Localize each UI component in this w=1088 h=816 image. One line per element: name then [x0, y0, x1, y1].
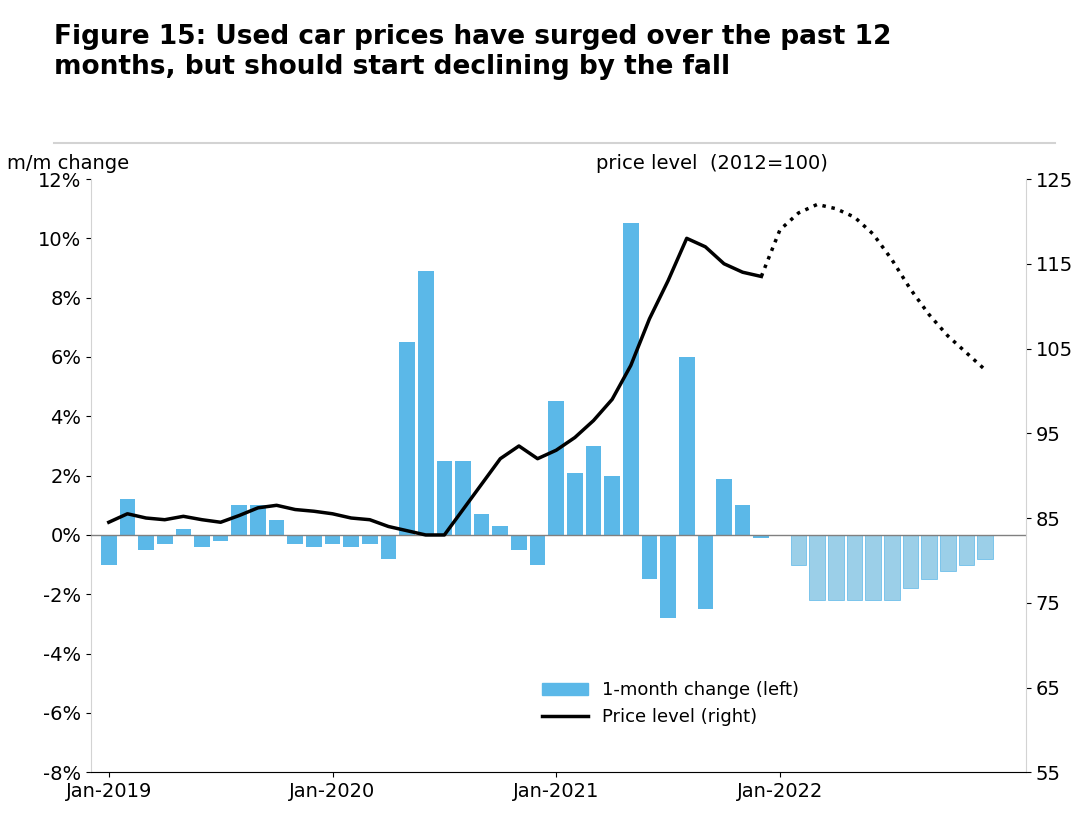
Bar	[175, 529, 191, 535]
Bar	[660, 535, 676, 618]
Bar	[809, 535, 825, 601]
Bar	[493, 526, 508, 535]
Bar	[828, 535, 843, 601]
Bar	[120, 499, 135, 535]
Bar	[399, 342, 415, 535]
Bar	[791, 535, 806, 565]
Bar	[865, 535, 881, 601]
Bar	[679, 357, 694, 535]
Bar	[473, 514, 490, 535]
Text: Figure 15: Used car prices have surged over the past 12
months, but should start: Figure 15: Used car prices have surged o…	[54, 24, 892, 81]
Bar	[883, 535, 900, 601]
Bar	[511, 535, 527, 550]
Bar	[903, 535, 918, 588]
Bar	[455, 461, 471, 535]
Bar	[548, 401, 564, 535]
Bar	[362, 535, 378, 544]
Text: m/m change: m/m change	[7, 154, 128, 173]
Bar	[623, 224, 639, 535]
Bar	[697, 535, 714, 609]
Bar	[734, 505, 751, 535]
Bar	[287, 535, 304, 544]
Text: price level  (2012=100): price level (2012=100)	[596, 154, 828, 173]
Bar	[418, 271, 433, 535]
Bar	[959, 535, 974, 565]
Bar	[324, 535, 341, 544]
Bar	[157, 535, 173, 544]
Bar	[232, 505, 247, 535]
Bar	[436, 461, 453, 535]
Bar	[381, 535, 396, 559]
Bar	[101, 535, 116, 565]
Bar	[567, 472, 583, 535]
Bar	[604, 476, 620, 535]
Bar	[585, 446, 602, 535]
Bar	[846, 535, 863, 601]
Bar	[716, 479, 732, 535]
Bar	[250, 505, 265, 535]
Legend: 1-month change (left), Price level (right): 1-month change (left), Price level (righ…	[535, 674, 806, 734]
Bar	[344, 535, 359, 547]
Bar	[922, 535, 937, 579]
Bar	[194, 535, 210, 547]
Bar	[269, 520, 284, 535]
Bar	[754, 535, 769, 538]
Bar	[306, 535, 322, 547]
Bar	[530, 535, 545, 565]
Bar	[977, 535, 993, 559]
Bar	[940, 535, 955, 570]
Bar	[213, 535, 228, 541]
Bar	[642, 535, 657, 579]
Bar	[138, 535, 153, 550]
